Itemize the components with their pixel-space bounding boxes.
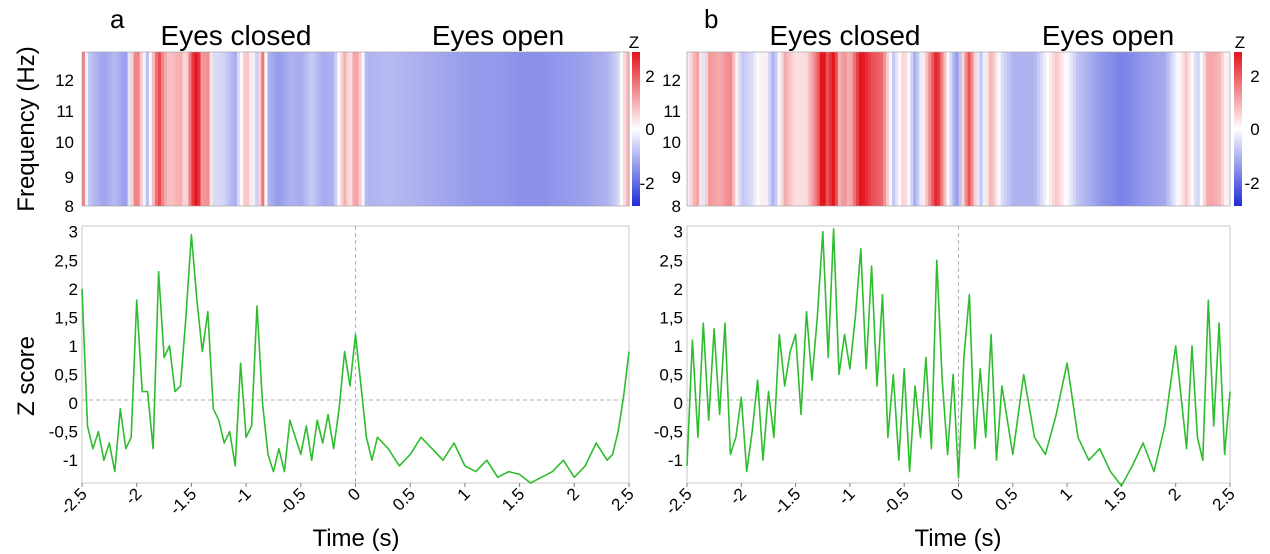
panel-a-colorbar-tick: 0 [645, 120, 654, 139]
zscore-tick-label: 0,5 [659, 366, 683, 385]
panel-b-colorbar-title: Z [1235, 33, 1245, 52]
panel-a-colorbar-tick: -2 [639, 174, 654, 193]
zscore-tick-label: 3 [69, 223, 78, 242]
panel-a-trace-xlabel: Time (s) [312, 525, 399, 552]
panel-a-heatmap [82, 52, 630, 206]
panel-b-trace [687, 229, 1230, 486]
panel-b-colorbar-tick: 2 [1250, 67, 1259, 86]
time-tick-label: 1 [1056, 484, 1076, 504]
zscore-tick-label: 1,5 [54, 308, 78, 327]
panel-b-zscore-ticks: -1 -0,5 0 0,5 1 1,5 2 2,5 3 [654, 223, 683, 471]
time-tick-label: -1 [231, 484, 255, 508]
panel-b-time-ticks: -2.5 -2 -1.5 -1 -0.5 0 0.5 1 1.5 2 2.5 [662, 483, 1239, 519]
time-tick-label: -1.5 [166, 484, 200, 518]
time-tick-label: -2.5 [662, 484, 696, 518]
panel-b-freq-tick: 12 [662, 71, 681, 90]
zscore-tick-label: 0 [69, 394, 78, 413]
time-tick-label: 0.5 [991, 484, 1021, 514]
panel-a-letter: a [110, 4, 125, 34]
panel-b-freq-tick: 11 [663, 102, 681, 121]
time-tick-label: -2 [726, 484, 750, 508]
panel-a-trace-ylabel: Z score [13, 336, 40, 416]
panel-b-colorbar-tick: -2 [1244, 174, 1259, 193]
panel-a-freq-tick: 11 [56, 102, 74, 121]
panel-b-colorbar-gradient [1234, 52, 1242, 206]
panel-a-zscore-ticks: -1 -0,5 0 0,5 1 1,5 2 2,5 3 [49, 223, 78, 471]
zscore-tick-label: -0,5 [49, 423, 78, 442]
panel-a-freq-tick: 12 [55, 71, 74, 90]
panel-a-time-ticks: -2.5 -2 -1.5 -1 -0.5 0 0.5 1 1.5 2 2.5 [57, 483, 638, 519]
zscore-tick-label: 2 [69, 280, 78, 299]
zscore-tick-label: 3 [674, 223, 683, 242]
time-tick-label: 1.5 [1100, 484, 1130, 514]
panel-b-colorbar-tick: 0 [1250, 120, 1259, 139]
panel-a-heatmap-yticks: 8 9 10 11 12 [55, 71, 74, 216]
time-tick-label: 0 [344, 484, 364, 504]
panel-a-condition-open: Eyes open [432, 20, 564, 51]
zscore-tick-label: 2,5 [659, 251, 683, 270]
zscore-tick-label: -1 [63, 451, 78, 470]
time-tick-label: 0.5 [389, 484, 419, 514]
zscore-tick-label: 2 [674, 280, 683, 299]
time-tick-label: 2 [1164, 484, 1184, 504]
panel-b-trace-xlabel: Time (s) [914, 525, 1001, 552]
panel-b-freq-tick: 8 [672, 197, 681, 216]
panel-a: a Eyes closed Eyes open Frequency (Hz) 8… [13, 4, 655, 552]
zscore-tick-label: 1,5 [659, 308, 683, 327]
panel-a-condition-closed: Eyes closed [161, 20, 312, 51]
zscore-tick-label: 0,5 [54, 366, 78, 385]
panel-b-condition-closed: Eyes closed [770, 20, 921, 51]
panel-b-condition-open: Eyes open [1042, 20, 1174, 51]
zscore-tick-label: 1 [69, 337, 78, 356]
zscore-tick-label: -1 [668, 451, 683, 470]
time-tick-label: -1 [835, 484, 859, 508]
time-tick-label: 2.5 [608, 484, 638, 514]
panel-b-heatmap-yticks: 8 9 10 11 12 [662, 71, 681, 216]
panel-b-freq-tick: 9 [672, 168, 681, 187]
time-tick-label: 2 [563, 484, 583, 504]
panel-a-colorbar-title: Z [629, 33, 639, 52]
panel-b-freq-tick: 10 [662, 133, 681, 152]
panel-a-freq-tick: 8 [65, 197, 74, 216]
zscore-tick-label: -0,5 [654, 423, 683, 442]
panel-a-heatmap-ylabel: Frequency (Hz) [13, 46, 40, 211]
panel-a-trace-plot: -1 -0,5 0 0,5 1 1,5 2 2,5 3 -2.5 -2 -1.5 -1 -0.5 0 0.5… [13, 223, 638, 552]
panel-a-colorbar: Z 2 0 -2 [629, 33, 655, 206]
time-tick-label: -2 [121, 484, 145, 508]
time-tick-label: 1 [454, 484, 474, 504]
time-tick-label: 1.5 [498, 484, 528, 514]
zscore-tick-label: 0 [674, 394, 683, 413]
panel-b-letter: b [704, 4, 718, 34]
time-tick-label: -0.5 [879, 484, 913, 518]
zscore-tick-label: 1 [674, 337, 683, 356]
zscore-series-line [687, 229, 1230, 486]
time-tick-label: -0.5 [275, 484, 309, 518]
time-tick-label: 2.5 [1209, 484, 1239, 514]
panel-b-colorbar: Z 2 0 -2 [1234, 33, 1260, 206]
zscore-tick-label: 2,5 [54, 251, 78, 270]
time-tick-label: 0 [947, 484, 967, 504]
panel-a-freq-tick: 10 [55, 133, 74, 152]
panel-a-freq-tick: 9 [65, 168, 74, 187]
panel-b-heatmap [687, 52, 1231, 206]
panel-b: b Eyes closed Eyes open 8 9 10 11 12 Z 2… [654, 4, 1260, 552]
time-tick-label: -1.5 [770, 484, 804, 518]
panel-a-colorbar-tick: 2 [645, 67, 654, 86]
time-tick-label: -2.5 [57, 484, 91, 518]
panel-b-trace-plot: -1 -0,5 0 0,5 1 1,5 2 2,5 3 -2.5 -2 -1.5 -1 -0.5 0 0.5… [654, 223, 1239, 552]
